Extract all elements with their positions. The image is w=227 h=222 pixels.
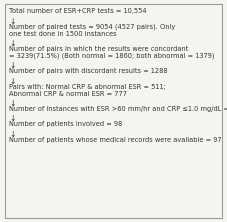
Text: ↓: ↓: [9, 77, 15, 86]
Text: ↓: ↓: [9, 39, 15, 48]
Text: Number of paired tests = 9054 (4527 pairs). Only: Number of paired tests = 9054 (4527 pair…: [9, 24, 175, 30]
Text: ↓: ↓: [9, 17, 15, 26]
Text: Number of patients whose medical records were available = 97: Number of patients whose medical records…: [9, 137, 222, 143]
Text: ↓: ↓: [9, 99, 15, 108]
Text: Number of instances with ESR >60 mm/hr and CRP ≤1.0 mg/dL = 151: Number of instances with ESR >60 mm/hr a…: [9, 106, 227, 112]
Text: Pairs with: Normal CRP & abnormal ESR = 511;: Pairs with: Normal CRP & abnormal ESR = …: [9, 84, 166, 90]
Text: ↓: ↓: [9, 114, 15, 123]
Text: Number of pairs in which the results were concordant: Number of pairs in which the results wer…: [9, 46, 188, 52]
Text: Abnormal CRP & normal ESR = 777: Abnormal CRP & normal ESR = 777: [9, 91, 127, 97]
Text: Number of patients involved = 98: Number of patients involved = 98: [9, 121, 122, 127]
Text: ↓: ↓: [9, 130, 15, 139]
Text: = 3239(71.5%) (Both normal = 1860; both abnormal = 1379): = 3239(71.5%) (Both normal = 1860; both …: [9, 53, 215, 59]
Text: ↓: ↓: [9, 61, 15, 70]
Text: one test done in 1500 instances: one test done in 1500 instances: [9, 31, 117, 37]
Text: Total number of ESR+CRP tests = 10,554: Total number of ESR+CRP tests = 10,554: [9, 8, 147, 14]
Text: Number of pairs with discordant results = 1288: Number of pairs with discordant results …: [9, 68, 168, 74]
FancyBboxPatch shape: [5, 4, 222, 218]
